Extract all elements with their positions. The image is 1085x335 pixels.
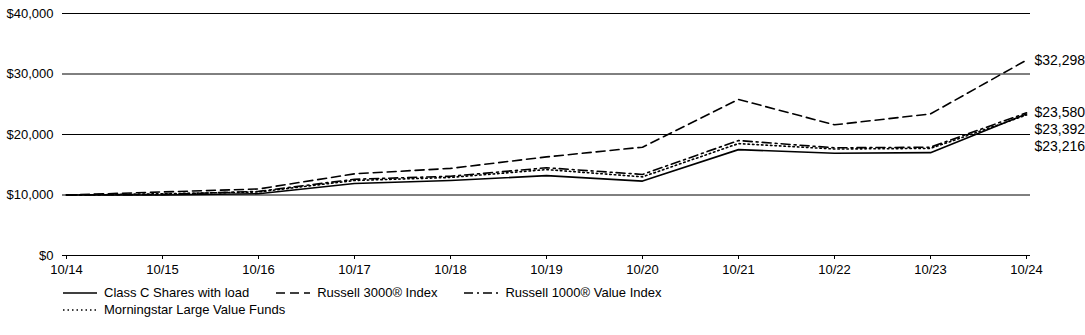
- svg-text:$32,298: $32,298: [1035, 52, 1085, 68]
- svg-text:10/16: 10/16: [242, 262, 275, 277]
- svg-text:10/17: 10/17: [338, 262, 371, 277]
- svg-text:$0: $0: [39, 248, 53, 263]
- svg-text:$40,000: $40,000: [7, 6, 54, 21]
- html-text:Russell 1000® Value Index: Russell 1000® Value Index: [505, 285, 662, 300]
- svg-text:$10,000: $10,000: [7, 187, 54, 202]
- svg-text:10/14: 10/14: [50, 262, 83, 277]
- svg-text:10/23: 10/23: [914, 262, 947, 277]
- html-text:Class C Shares with load: Class C Shares with load: [104, 285, 250, 300]
- svg-text:10/15: 10/15: [146, 262, 179, 277]
- svg-text:$20,000: $20,000: [7, 127, 54, 142]
- svg-text:10/22: 10/22: [818, 262, 851, 277]
- svg-text:10/19: 10/19: [530, 262, 563, 277]
- svg-text:10/21: 10/21: [722, 262, 755, 277]
- html-text:Morningstar Large Value Funds: Morningstar Large Value Funds: [104, 302, 286, 317]
- svg-text:$23,392: $23,392: [1035, 121, 1085, 137]
- html-text:Russell 3000® Index: Russell 3000® Index: [317, 285, 438, 300]
- svg-text:$30,000: $30,000: [7, 66, 54, 81]
- svg-text:10/18: 10/18: [434, 262, 467, 277]
- svg-text:$23,580: $23,580: [1035, 104, 1085, 120]
- svg-text:$23,216: $23,216: [1035, 138, 1085, 154]
- svg-text:10/20: 10/20: [626, 262, 659, 277]
- svg-text:10/24: 10/24: [1010, 262, 1043, 277]
